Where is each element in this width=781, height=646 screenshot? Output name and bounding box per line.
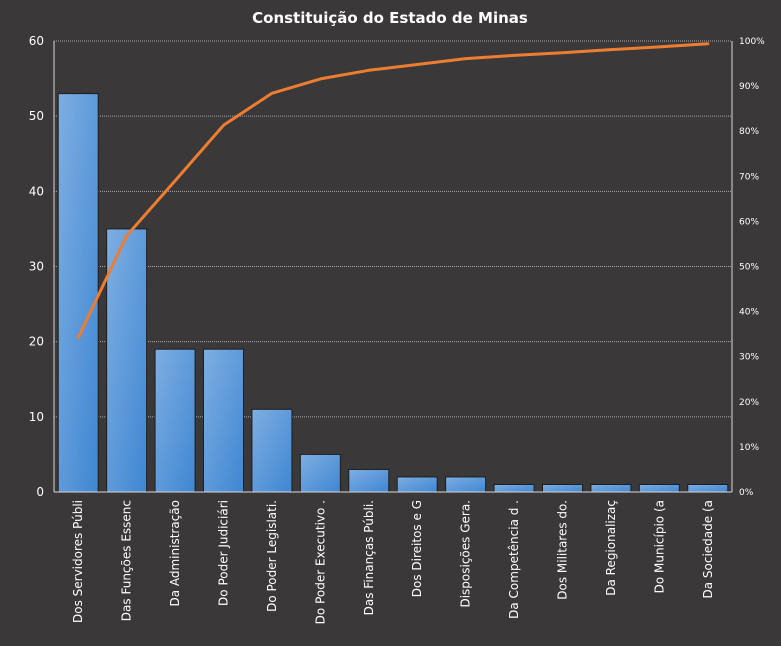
bar <box>154 348 196 493</box>
y-tick-label: 20 <box>29 335 44 349</box>
bar <box>203 348 244 493</box>
bar <box>396 476 438 493</box>
x-tick-label: Dos Militares do. <box>556 500 570 600</box>
y-tick-label: 40 <box>29 184 44 198</box>
bar <box>493 483 535 493</box>
x-tick-label: Das Funções Essenc <box>120 500 134 621</box>
y2-tick-label: 70% <box>739 172 759 182</box>
x-tick-label: Das Finanças Públi. <box>362 500 376 615</box>
chart-title: Constituição do Estado de Minas <box>252 9 528 27</box>
y2-tick-label: 10% <box>739 443 759 453</box>
cumulative-percent-line <box>76 42 710 340</box>
bar <box>445 476 487 493</box>
x-tick-label: Dos Direitos e G <box>410 500 424 597</box>
x-tick-label: Da Regionalizaç <box>604 500 618 596</box>
y2-tick-label: 40% <box>739 308 759 318</box>
x-tick-label: Do Poder Judiciári <box>217 500 231 606</box>
y2-tick-label: 20% <box>739 398 759 408</box>
x-tick-label: Do Poder Legislati. <box>265 500 279 612</box>
cumulative-line-layer <box>76 42 710 340</box>
bar <box>687 483 729 493</box>
y2-tick-label: 100% <box>739 37 765 47</box>
y2-tick-label: 30% <box>739 353 759 363</box>
x-tick-label: Do Poder Executivo . <box>313 500 327 624</box>
x-tick-label: Disposições Gera. <box>459 500 473 608</box>
y-tick-label: 0 <box>36 485 44 499</box>
bar <box>57 93 99 493</box>
x-tick-label: Da Competência d . <box>507 500 521 619</box>
y-tick-label: 60 <box>29 34 44 48</box>
y2-tick-label: 60% <box>739 217 759 227</box>
y2-tick-label: 50% <box>739 263 759 273</box>
x-tick-label: Dos Servidores Públi <box>71 500 85 623</box>
bar <box>251 408 293 493</box>
y2-tick-label: 90% <box>739 82 759 92</box>
bar <box>638 483 680 493</box>
y2-tick-label: 80% <box>739 127 759 137</box>
bar <box>542 483 583 493</box>
y-tick-label: 50 <box>29 109 44 123</box>
y-tick-label: 10 <box>29 410 44 424</box>
bars <box>57 93 729 493</box>
bar <box>590 483 632 493</box>
y2-tick-label: 0% <box>739 488 754 498</box>
bar <box>299 453 341 493</box>
x-tick-label: Do Município (a <box>652 500 666 593</box>
x-tick-label: Da Sociedade (a <box>701 500 715 599</box>
x-tick-label: Da Administração <box>168 500 182 607</box>
bar <box>348 468 390 493</box>
axes: 0 10 20 30 40 50 60 0% 10% 20% 30% 40% 50% 60% 70% 80% 9… <box>29 34 765 624</box>
y-tick-label: 30 <box>29 260 44 274</box>
